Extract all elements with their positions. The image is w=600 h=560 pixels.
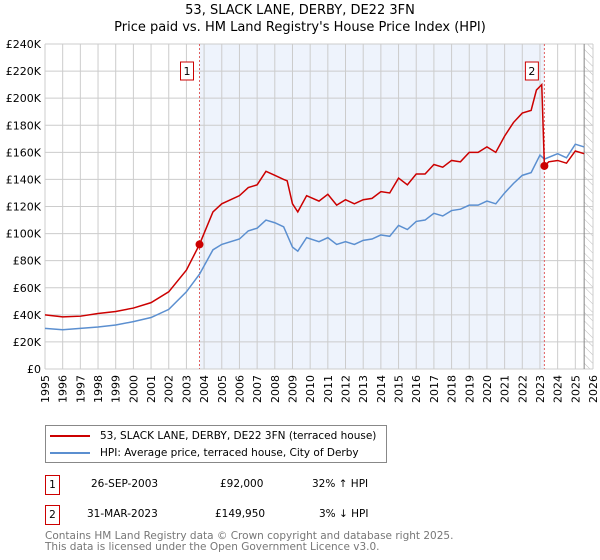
date: 31-MAR-2023 <box>87 508 158 520</box>
hpi-diff: 32% ↑ HPI <box>312 478 369 490</box>
annotation-box <box>524 61 539 81</box>
x-tick-label: 2024 <box>552 375 565 403</box>
x-tick-label: 2014 <box>375 375 388 403</box>
y-tick-label: £240K <box>6 38 42 51</box>
x-tick-label: 2016 <box>410 375 423 403</box>
x-tick-label: 2005 <box>216 375 229 403</box>
x-tick-label: 1995 <box>39 375 52 403</box>
price: £149,950 <box>215 508 266 520</box>
x-tick-label: 2012 <box>340 375 353 403</box>
x-tick-label: 2025 <box>569 375 582 403</box>
chart-subtitle: Price paid vs. HM Land Registry's House … <box>114 20 486 35</box>
y-tick-label: £160K <box>6 146 42 159</box>
legend-label: 53, SLACK LANE, DERBY, DE22 3FN (terrace… <box>100 430 377 442</box>
date: 26-SEP-2003 <box>91 478 159 490</box>
x-tick-label: 2004 <box>198 375 211 403</box>
marker-badge: 2 <box>45 505 60 525</box>
x-tick-label: 2009 <box>286 375 299 403</box>
x-tick-label: 1996 <box>57 375 70 403</box>
hpi-diff: 3% ↓ HPI <box>319 508 369 520</box>
y-tick-label: £220K <box>6 65 42 78</box>
x-tick-label: 2023 <box>534 375 547 403</box>
annotation-label: 1 <box>184 65 191 78</box>
legend-swatch-red <box>50 435 90 437</box>
y-tick-label: £140K <box>6 173 42 186</box>
x-tick-label: 2002 <box>163 375 176 403</box>
x-tick-label: 2011 <box>322 375 335 403</box>
y-tick-label: £180K <box>6 119 42 132</box>
y-tick-label: £120K <box>6 201 42 214</box>
x-tick-label: 2020 <box>481 375 494 403</box>
x-tick-label: 2008 <box>269 375 282 403</box>
x-tick-label: 2013 <box>357 375 370 403</box>
y-tick-label: £200K <box>6 92 42 105</box>
footer: Contains HM Land Registry data © Crown c… <box>45 531 453 553</box>
marker-badge: 1 <box>45 475 60 495</box>
hpi-line <box>44 143 585 331</box>
x-tick-label: 1999 <box>110 375 123 403</box>
x-tick-label: 2006 <box>233 375 246 403</box>
annotation-box <box>180 61 195 81</box>
legend-label: HPI: Average price, terraced house, City… <box>100 447 359 459</box>
y-tick-label: £100K <box>6 228 42 241</box>
x-tick-label: 2022 <box>516 375 529 403</box>
transaction-row: 2 31-MAR-2023 £149,950 3% ↓ HPI <box>45 505 385 525</box>
sale-point <box>195 240 204 249</box>
sale-point <box>540 161 549 170</box>
transaction-row: 1 26-SEP-2003 £92,000 32% ↑ HPI <box>45 475 385 495</box>
footer-line: Contains HM Land Registry data © Crown c… <box>45 530 454 542</box>
x-tick-label: 2019 <box>463 375 476 403</box>
x-tick-label: 2000 <box>127 375 140 403</box>
x-tick-label: 2021 <box>499 375 512 403</box>
x-tick-label: 1998 <box>92 375 105 403</box>
chart-title: 53, SLACK LANE, DERBY, DE22 3FN <box>185 3 415 18</box>
y-tick-label: £40K <box>13 309 42 322</box>
x-tick-label: 1997 <box>74 375 87 403</box>
plot: 1995 1996 1997 1998 1999 2000 2001 2002 2003 2004… <box>6 38 600 403</box>
x-tick-label: 2010 <box>304 375 317 403</box>
annotation-label: 2 <box>528 65 535 78</box>
y-tick-label: £60K <box>13 282 42 295</box>
y-tick-label: £20K <box>13 336 42 349</box>
y-tick-label: £0 <box>27 363 41 376</box>
footer-line: This data is licensed under the Open Gov… <box>45 541 380 553</box>
x-tick-label: 2001 <box>145 375 158 403</box>
x-tick-label: 2026 <box>587 375 600 403</box>
x-tick-label: 2007 <box>251 375 264 403</box>
legend-swatch-blue <box>50 452 90 454</box>
x-tick-label: 2017 <box>428 375 441 403</box>
x-tick-label: 2018 <box>446 375 459 403</box>
legend: 53, SLACK LANE, DERBY, DE22 3FN (terrace… <box>45 425 387 463</box>
x-tick-label: 2015 <box>393 375 406 403</box>
price: £92,000 <box>220 478 264 490</box>
x-tick-label: 2003 <box>180 375 193 403</box>
y-tick-label: £80K <box>13 255 42 268</box>
